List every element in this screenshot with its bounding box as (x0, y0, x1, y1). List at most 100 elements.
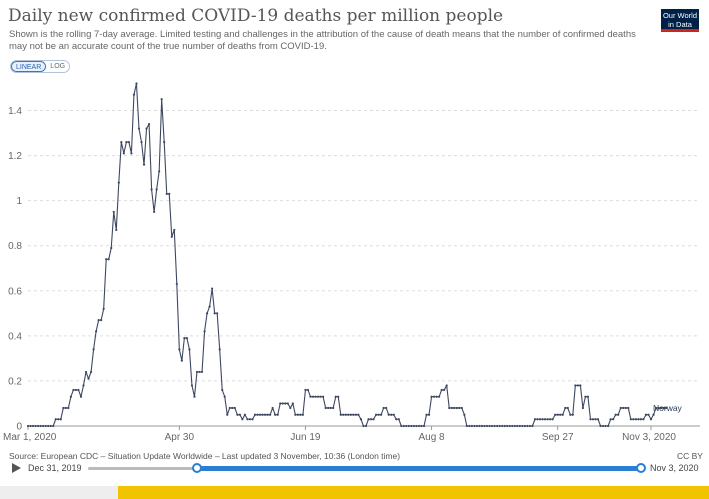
data-point (506, 424, 509, 428)
data-point (649, 418, 653, 421)
data-point (168, 192, 171, 196)
data-point (296, 413, 299, 416)
data-point (291, 402, 294, 405)
data-point (430, 395, 433, 398)
data-point (173, 228, 176, 232)
data-point (463, 413, 466, 416)
logo-line-2: in Data (668, 20, 692, 29)
data-point (493, 424, 496, 428)
data-point (261, 413, 264, 416)
data-point (195, 370, 199, 374)
data-point (31, 424, 35, 428)
data-point (357, 413, 360, 416)
data-point (362, 424, 365, 428)
data-point (432, 395, 436, 398)
data-point (415, 424, 418, 428)
data-point (622, 406, 625, 410)
data-point (536, 418, 539, 421)
data-point (170, 235, 173, 238)
data-point (422, 424, 426, 428)
data-point (455, 406, 458, 410)
data-point (221, 388, 224, 392)
data-point (352, 413, 355, 416)
data-point (470, 424, 474, 428)
linear-scale-button[interactable]: LINEAR (11, 61, 47, 72)
data-point (319, 395, 322, 398)
data-point (142, 163, 146, 166)
data-point (54, 418, 57, 421)
data-point (47, 424, 50, 428)
data-point (226, 413, 229, 416)
data-point (647, 413, 650, 416)
data-point (105, 258, 108, 261)
timeline-selected-range[interactable] (198, 466, 641, 471)
data-point (632, 418, 635, 421)
data-point (561, 413, 564, 416)
timeline-end-handle[interactable] (636, 463, 646, 473)
data-point (541, 418, 544, 421)
y-tick-label: 0 (16, 422, 22, 433)
owid-logo[interactable]: Our World in Data (661, 9, 699, 32)
data-point (369, 418, 373, 421)
data-point (42, 424, 45, 428)
data-point (526, 424, 529, 428)
data-point (100, 318, 103, 322)
data-point (329, 406, 332, 410)
data-point (644, 413, 648, 416)
y-tick-label: 1 (16, 196, 22, 207)
data-point (163, 140, 166, 144)
series-line-norway (28, 82, 667, 427)
log-scale-button[interactable]: LOG (50, 63, 66, 70)
data-point (276, 413, 279, 416)
data-point (89, 370, 93, 374)
x-tick-label: Sep 27 (542, 432, 574, 443)
data-point (564, 406, 567, 410)
data-point (559, 413, 562, 416)
data-point (327, 406, 330, 410)
data-point (475, 424, 479, 428)
data-point (518, 424, 521, 428)
y-axis-ticks: 0 0.2 0.4 0.6 0.8 1 1.2 1.4 (8, 106, 22, 432)
license-link[interactable]: CC BY (677, 451, 703, 461)
timeline-start-handle[interactable] (192, 463, 202, 473)
data-point (354, 413, 357, 416)
data-point (488, 424, 491, 428)
data-point (528, 424, 532, 428)
data-point (468, 424, 471, 428)
data-point (158, 170, 161, 173)
scale-toggle: LINEAR LOG (10, 60, 71, 73)
data-point (115, 228, 118, 232)
data-point (377, 413, 380, 416)
data-point (480, 424, 484, 428)
data-point (662, 406, 665, 410)
data-point (95, 330, 98, 333)
data-point (322, 395, 325, 398)
timeline-track[interactable] (88, 467, 198, 470)
data-point (453, 406, 456, 410)
data-point (584, 395, 587, 398)
series-label-norway: Norway (653, 403, 683, 413)
data-point (364, 424, 368, 428)
y-tick-label: 0.8 (8, 241, 22, 252)
data-point (614, 413, 617, 416)
data-point (334, 395, 337, 398)
data-point (185, 337, 189, 340)
data-point (107, 258, 110, 261)
data-point (211, 287, 214, 290)
play-icon[interactable] (12, 463, 21, 473)
data-point (599, 424, 602, 428)
data-point (397, 418, 400, 421)
data-point (258, 413, 262, 416)
data-point (286, 402, 289, 405)
chart-subtitle: Shown is the rolling 7-day average. Limi… (9, 29, 636, 52)
data-point (208, 305, 211, 308)
data-point (233, 406, 236, 410)
data-point (281, 402, 284, 405)
data-point (619, 406, 622, 410)
data-point (395, 418, 398, 421)
data-point (571, 413, 574, 416)
data-point (443, 388, 446, 392)
data-point (521, 424, 524, 428)
data-point (238, 413, 241, 416)
data-point (554, 413, 557, 416)
